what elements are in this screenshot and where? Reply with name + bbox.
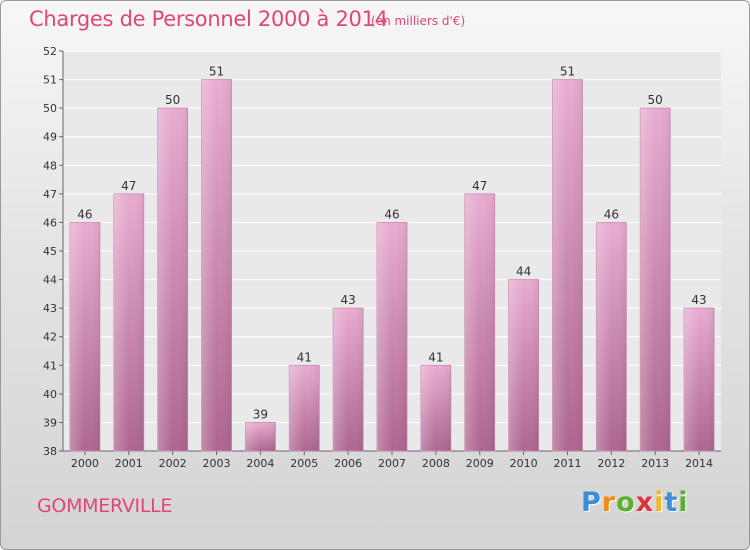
- data-label: 51: [560, 65, 575, 79]
- proxiti-logo[interactable]: Proxiti: [581, 487, 689, 518]
- y-tick-label: 47: [43, 188, 57, 201]
- bars: [69, 79, 715, 452]
- data-label: 47: [121, 179, 136, 193]
- x-tick-label: 2003: [203, 457, 231, 470]
- x-tick-label: 2008: [422, 457, 450, 470]
- data-label: 46: [77, 207, 92, 221]
- x-tick-label: 2004: [246, 457, 274, 470]
- y-tick-label: 46: [43, 216, 57, 229]
- y-tick-label: 40: [43, 388, 57, 401]
- data-label: 47: [472, 179, 487, 193]
- bar-sheen: [552, 79, 583, 452]
- y-tick-label: 51: [43, 74, 57, 87]
- data-label: 43: [691, 293, 706, 307]
- logo-letter: i: [678, 487, 689, 518]
- y-tick-label: 52: [43, 45, 57, 58]
- bar-sheen: [245, 422, 276, 451]
- x-tick-label: 2012: [597, 457, 625, 470]
- logo-letter: t: [664, 487, 679, 518]
- logo-letter: x: [635, 487, 655, 518]
- data-label: 51: [209, 65, 224, 79]
- y-tick-label: 45: [43, 245, 57, 258]
- y-tick-label: 49: [43, 131, 57, 144]
- data-label: 50: [165, 93, 180, 107]
- x-tick-label: 2005: [290, 457, 318, 470]
- y-tick-label: 41: [43, 359, 57, 372]
- y-tick-label: 48: [43, 159, 57, 172]
- y-tick-label: 50: [43, 102, 57, 115]
- x-tick-label: 2006: [334, 457, 362, 470]
- x-tick-label: 2011: [553, 457, 581, 470]
- x-tick-label: 2013: [641, 457, 669, 470]
- bar-sheen: [508, 279, 539, 451]
- y-tick-label: 42: [43, 331, 57, 344]
- x-tick-label: 2010: [510, 457, 538, 470]
- x-tick-label: 2000: [71, 457, 99, 470]
- bar-sheen: [289, 365, 320, 451]
- data-label: 39: [253, 407, 268, 421]
- logo-letter: r: [601, 487, 617, 518]
- x-tick-label: 2009: [466, 457, 494, 470]
- data-label: 46: [384, 207, 399, 221]
- bar-sheen: [333, 308, 364, 451]
- data-label: 41: [297, 350, 312, 364]
- chart-title: Charges de Personnel 2000 à 2014: [29, 7, 388, 31]
- bar-sheen: [684, 308, 715, 451]
- data-label: 41: [428, 350, 443, 364]
- logo-letter: o: [616, 487, 636, 518]
- x-tick-label: 2002: [159, 457, 187, 470]
- bar-sheen: [596, 222, 627, 451]
- bar-sheen: [377, 222, 407, 451]
- y-tick-label: 44: [43, 274, 57, 287]
- bar-sheen: [157, 108, 188, 452]
- data-label: 50: [648, 93, 663, 107]
- y-tick-label: 38: [43, 445, 57, 458]
- bar-sheen: [420, 365, 451, 451]
- bar-sheen: [464, 193, 495, 451]
- x-tick-label: 2001: [115, 457, 143, 470]
- x-tick-label: 2007: [378, 457, 406, 470]
- data-label: 46: [604, 207, 619, 221]
- chart-subtitle: (en milliers d'€): [371, 14, 466, 28]
- data-label: 44: [516, 265, 531, 279]
- bar-sheen: [201, 79, 232, 452]
- y-tick-label: 43: [43, 302, 57, 315]
- x-tick-label: 2014: [685, 457, 713, 470]
- logo-letter: i: [654, 487, 665, 518]
- bar-sheen: [69, 222, 100, 451]
- bar-sheen: [640, 108, 671, 452]
- y-tick-label: 39: [43, 416, 57, 429]
- labels: 38 39 40 41 42 43 44 45 46 47 48 49 50 51 52 46 2000 47 20…: [43, 45, 713, 470]
- town-name: GOMMERVILLE: [37, 495, 173, 517]
- data-label: 43: [340, 293, 355, 307]
- bar-sheen: [113, 193, 144, 451]
- logo-letter: P: [581, 487, 602, 518]
